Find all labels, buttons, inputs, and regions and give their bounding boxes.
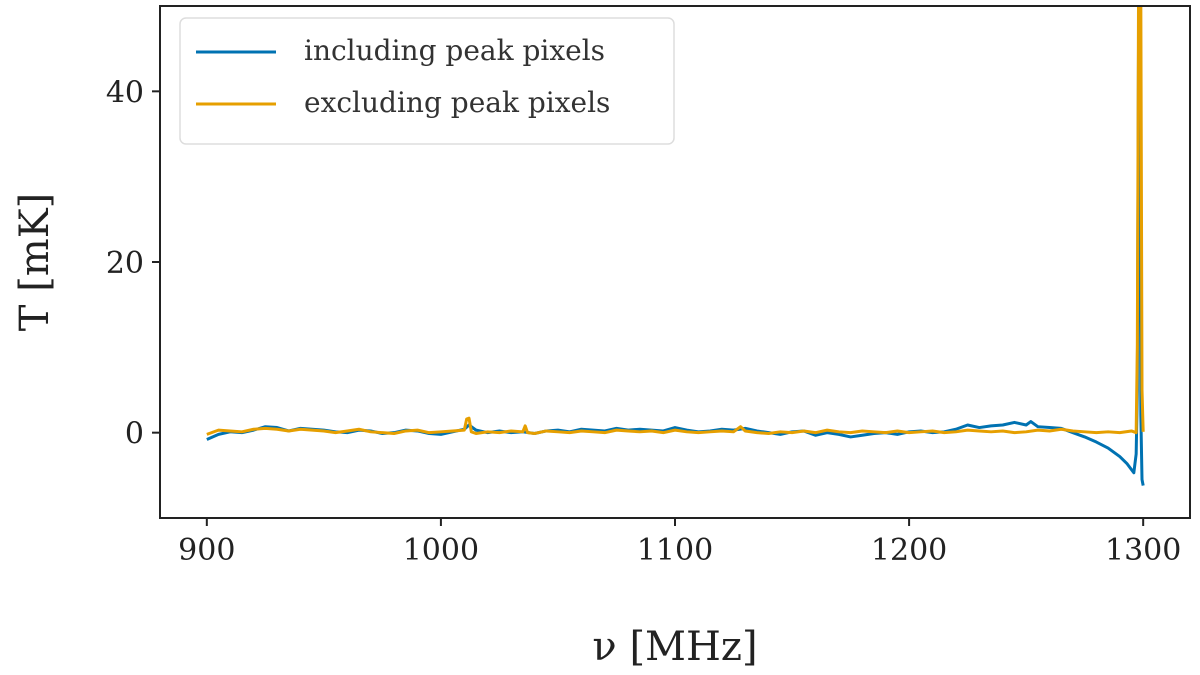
y-tick-label: 0: [125, 417, 144, 452]
series-layer: [206, 6, 1145, 486]
legend-box: [179, 17, 675, 145]
x-tick-label: 1000: [403, 533, 479, 568]
x-tick-label: 1300: [1105, 533, 1181, 568]
x-tick-label: 1100: [637, 533, 713, 568]
series-line-2: [206, 6, 1145, 436]
x-axis: 900 1000 1100 1200 1300: [178, 518, 1181, 568]
x-tick-label: 900: [178, 533, 235, 568]
x-axis-label: ν [MHz]: [592, 624, 757, 670]
legend-label-2: excluding peak pixels: [304, 86, 610, 119]
legend-label-1: including peak pixels: [304, 34, 605, 67]
x-tick-label: 1200: [871, 533, 947, 568]
y-tick-label: 40: [106, 75, 144, 110]
legend: including peak pixels excluding peak pixe…: [179, 17, 675, 145]
y-axis-label: T [mK]: [12, 193, 58, 331]
y-axis: 0 20 40: [106, 75, 160, 452]
y-tick-label: 20: [106, 246, 144, 281]
